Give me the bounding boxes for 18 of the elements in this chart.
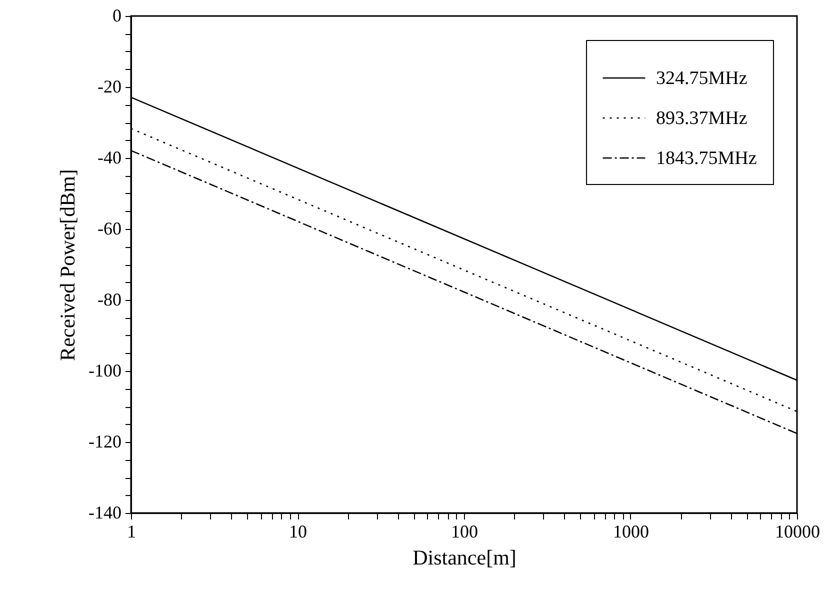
x-tick-label: 10000 — [775, 522, 820, 542]
x-tick-label: 10 — [289, 522, 307, 542]
y-tick-label: -140 — [88, 502, 122, 522]
y-tick-label: -60 — [98, 218, 122, 238]
y-tick-label: -120 — [88, 432, 122, 452]
y-tick-label: -20 — [98, 76, 122, 96]
x-tick-label: 1 — [127, 522, 136, 542]
x-tick-label: 100 — [451, 522, 478, 542]
y-tick-label: 0 — [112, 6, 122, 26]
x-tick-label: 1000 — [613, 522, 649, 542]
legend-label: 893.37MHz — [656, 108, 748, 129]
legend-label: 1843.75MHz — [656, 148, 757, 169]
y-tick-label: -100 — [88, 360, 122, 380]
y-axis-title: Received Power[dBm] — [56, 169, 80, 361]
y-tick-label: -80 — [98, 290, 122, 310]
legend-label: 324.75MHz — [656, 68, 748, 89]
x-axis-title: Distance[m] — [412, 546, 516, 570]
y-tick-label: -40 — [98, 148, 122, 168]
